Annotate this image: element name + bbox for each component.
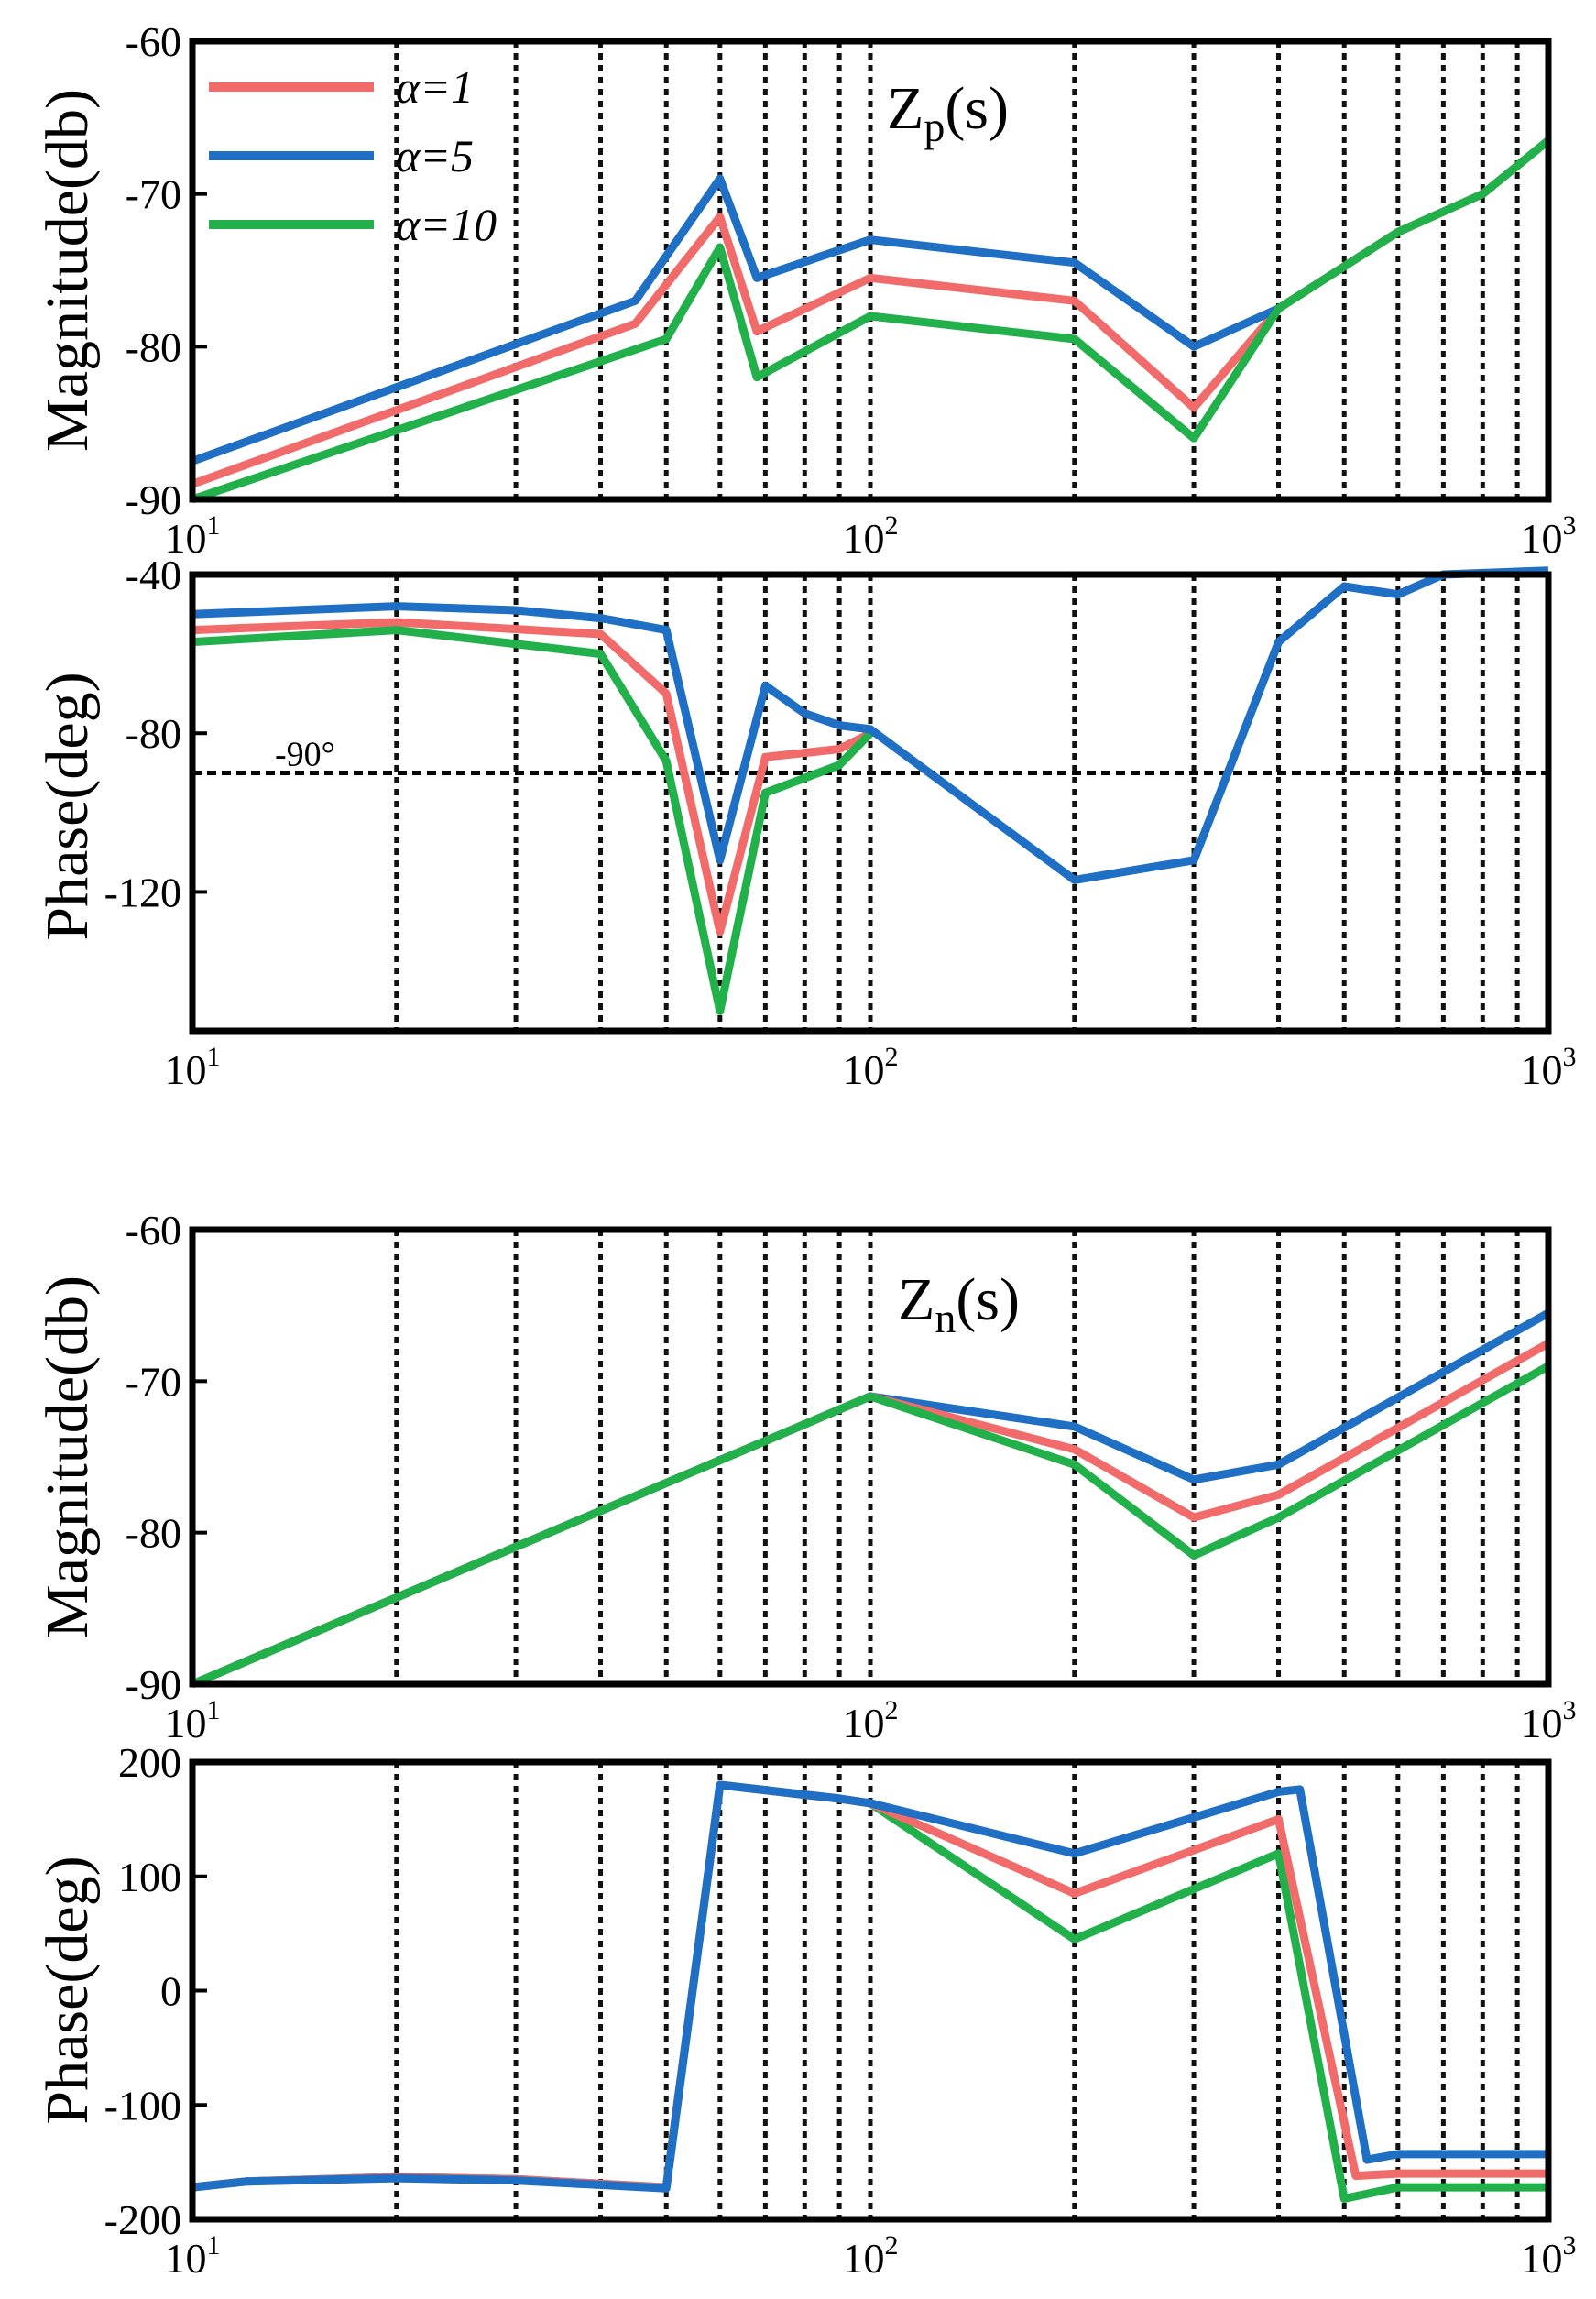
series-line xyxy=(191,566,1549,884)
axes-frame xyxy=(189,38,1552,503)
x-tick-exponent: 3 xyxy=(1563,1695,1577,1725)
y-tick-label: -80 xyxy=(126,1510,181,1557)
legend-label: α=1 xyxy=(396,61,474,113)
x-tick-exponent: 3 xyxy=(1563,510,1577,541)
x-tick-label: 103 xyxy=(1521,2230,1577,2282)
reference-line-label: -90° xyxy=(275,736,335,774)
x-tick-label: 103 xyxy=(1521,510,1577,562)
x-tick-label: 102 xyxy=(843,2230,899,2282)
y-axis-label: Phase(deg) xyxy=(34,672,101,940)
x-tick-exponent: 1 xyxy=(207,1695,221,1725)
y-tick-label: -80 xyxy=(126,710,181,757)
x-tick-label: 101 xyxy=(165,2230,221,2282)
panel-title: Zn(s) xyxy=(898,1266,1020,1341)
series-line xyxy=(191,1362,1551,1689)
axes-frame xyxy=(189,1758,1552,2223)
x-tick-exponent: 1 xyxy=(207,2230,221,2261)
zp-phase-panel: -40 -80 -120 101 102 103 Phase(deg) -90° xyxy=(34,552,1577,1093)
x-tick-exponent: 2 xyxy=(885,1695,899,1725)
y-tick-label: -60 xyxy=(126,18,181,65)
legend-label: α=10 xyxy=(396,199,497,250)
axes-frame xyxy=(189,1226,1552,1688)
y-tick-label: -70 xyxy=(126,1358,181,1405)
x-tick-label: 103 xyxy=(1521,1042,1577,1093)
y-tick-label: -40 xyxy=(126,552,181,598)
y-tick-label: -80 xyxy=(126,323,181,370)
x-tick-label: 102 xyxy=(843,1042,899,1093)
series-line xyxy=(191,618,873,936)
series-line xyxy=(191,1780,1548,2193)
y-tick-label: 0 xyxy=(160,1968,181,2015)
x-tick-label: 101 xyxy=(165,1042,221,1093)
y-tick-label: -200 xyxy=(104,2196,181,2243)
series-line xyxy=(191,137,1551,504)
y-tick-label: -120 xyxy=(104,869,181,915)
x-tick-exponent: 1 xyxy=(207,1042,221,1072)
legend-label: α=5 xyxy=(396,130,474,181)
x-tick-exponent: 2 xyxy=(885,1042,899,1072)
x-tick-exponent: 2 xyxy=(885,510,899,541)
panel-title-part: Z xyxy=(887,75,924,142)
series-line xyxy=(191,626,874,1015)
x-tick-label: 102 xyxy=(843,1695,899,1746)
panel-title-part: n xyxy=(935,1295,956,1341)
y-tick-label: 200 xyxy=(118,1739,181,1786)
y-tick-label: -90 xyxy=(126,1661,181,1708)
y-axis-label: Magnitude(db) xyxy=(34,1275,101,1638)
x-tick-exponent: 3 xyxy=(1563,1042,1577,1072)
x-tick-exponent: 2 xyxy=(885,2230,899,2261)
x-tick-label: 103 xyxy=(1521,1695,1577,1746)
axes-frame xyxy=(189,571,1552,1035)
panel-title: Zp(s) xyxy=(887,75,1009,150)
x-tick-label: 102 xyxy=(843,510,899,562)
y-tick-label: -70 xyxy=(126,171,181,218)
series-line xyxy=(191,174,1281,465)
y-axis-label: Phase(deg) xyxy=(34,1856,101,2124)
y-tick-label: -100 xyxy=(104,2082,181,2129)
panel-title-part: (s) xyxy=(945,75,1009,142)
y-tick-label: -90 xyxy=(126,476,181,523)
x-tick-exponent: 3 xyxy=(1563,2230,1577,2261)
y-axis-label: Magnitude(db) xyxy=(34,89,101,452)
y-tick-label: 100 xyxy=(118,1854,181,1900)
x-tick-exponent: 1 xyxy=(207,510,221,541)
panel-title-part: (s) xyxy=(956,1266,1020,1333)
series-line xyxy=(191,1780,1548,2192)
y-tick-label: -60 xyxy=(126,1207,181,1254)
panel-title-part: Z xyxy=(898,1266,935,1333)
panel-title-part: p xyxy=(924,104,945,150)
